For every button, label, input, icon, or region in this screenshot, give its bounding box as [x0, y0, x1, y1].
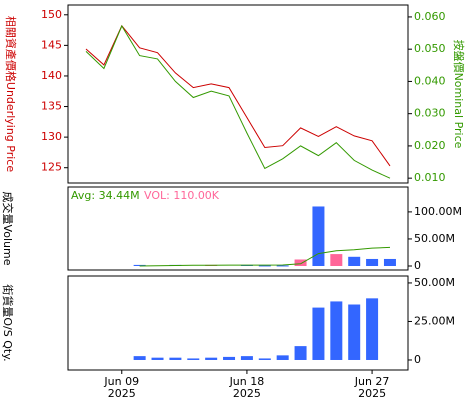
bar [294, 346, 307, 360]
bar [240, 356, 253, 360]
bar [330, 301, 343, 360]
y-tick-label: 125 [41, 161, 62, 174]
y2-tick-label: 0.060 [414, 10, 446, 23]
price-line [85, 24, 391, 179]
y2-tick-label: 0.050 [414, 42, 446, 55]
bar [312, 206, 325, 266]
y-tick-label: 0 [414, 259, 421, 272]
bar [169, 357, 182, 360]
bar [151, 357, 164, 360]
bar [348, 256, 361, 266]
y-tick-label: 25.00M [414, 314, 455, 327]
y-tick-label: 100.00M [414, 205, 462, 218]
bar [366, 298, 379, 360]
bar [133, 264, 146, 266]
y2-tick-label: 0.020 [414, 139, 446, 152]
y-tick-label: 50.00M [414, 276, 455, 289]
bar [366, 258, 379, 266]
y-tick-label: 130 [41, 130, 62, 143]
bar [133, 356, 146, 360]
y-tick-label: 145 [41, 38, 62, 51]
y-tick-label: 150 [41, 8, 62, 21]
y-axis-title: 街貨量O/S Qty. [1, 284, 15, 361]
y-tick-label: 0 [414, 353, 421, 366]
x-tick-label: Jun 18 2025 [229, 375, 265, 400]
legend-vol: VOL: 110.00K [144, 189, 220, 202]
bar [276, 265, 289, 267]
bar [383, 258, 396, 266]
bar [348, 304, 361, 360]
bar [258, 265, 271, 267]
panel-frame [67, 186, 409, 271]
avg-line [139, 246, 391, 267]
bar [330, 254, 343, 266]
panel-frame [67, 4, 409, 184]
y-tick-label: 135 [41, 100, 62, 113]
y-axis-title: 成交量Volume [1, 192, 15, 266]
x-tick-label: Jun 27 2025 [354, 375, 390, 400]
bar [258, 358, 271, 360]
y-tick-label: 140 [41, 69, 62, 82]
y2-tick-label: 0.030 [414, 107, 446, 120]
bar [187, 358, 200, 360]
bar [276, 355, 289, 360]
bar [294, 259, 307, 266]
bar [205, 357, 218, 360]
y-tick-label: 50.00M [414, 232, 455, 245]
bar [223, 356, 236, 360]
legend-avg: Avg: 34.44M [71, 189, 140, 202]
bar [312, 307, 325, 360]
y2-tick-label: 0.010 [414, 171, 446, 184]
x-tick-label: Jun 09 2025 [103, 375, 139, 400]
price-line [85, 24, 391, 167]
y2-axis-title: 按盤價Nominal Price [452, 40, 466, 149]
y2-tick-label: 0.040 [414, 74, 446, 87]
y-axis-title: 相關資產價格Underlying Price [4, 16, 18, 172]
